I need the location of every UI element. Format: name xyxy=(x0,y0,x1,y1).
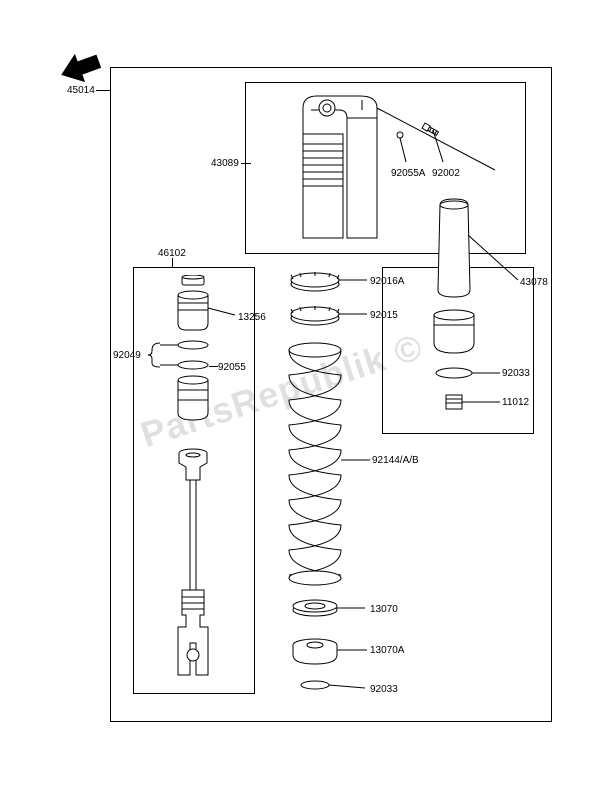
leader-92055 xyxy=(209,366,218,367)
leader-45014 xyxy=(96,90,110,91)
label-92033r: 92033 xyxy=(502,368,530,379)
boot-assembly xyxy=(388,195,528,430)
leader-46102 xyxy=(172,258,173,267)
label-13256: 13256 xyxy=(238,312,266,323)
label-92002: 92002 xyxy=(432,168,460,179)
arrow-icon xyxy=(55,48,105,83)
label-92016A: 92016A xyxy=(370,276,404,287)
label-43078: 43078 xyxy=(520,277,548,288)
label-13070: 13070 xyxy=(370,604,398,615)
spring-assembly xyxy=(265,270,385,700)
label-92049: 92049 xyxy=(113,350,141,361)
label-92033b: 92033 xyxy=(370,684,398,695)
rod-assembly xyxy=(140,275,250,685)
label-43089: 43089 xyxy=(211,158,239,169)
label-13070A: 13070A xyxy=(370,645,404,656)
label-92015: 92015 xyxy=(370,310,398,321)
label-45014: 45014 xyxy=(67,85,95,96)
leader-43089 xyxy=(241,163,251,164)
parts-diagram: PartsRepublik © xyxy=(0,0,600,785)
label-92144: 92144/A/B xyxy=(372,455,419,466)
label-92055A: 92055A xyxy=(391,168,425,179)
label-11012: 11012 xyxy=(502,397,529,408)
label-92055: 92055 xyxy=(218,362,246,373)
